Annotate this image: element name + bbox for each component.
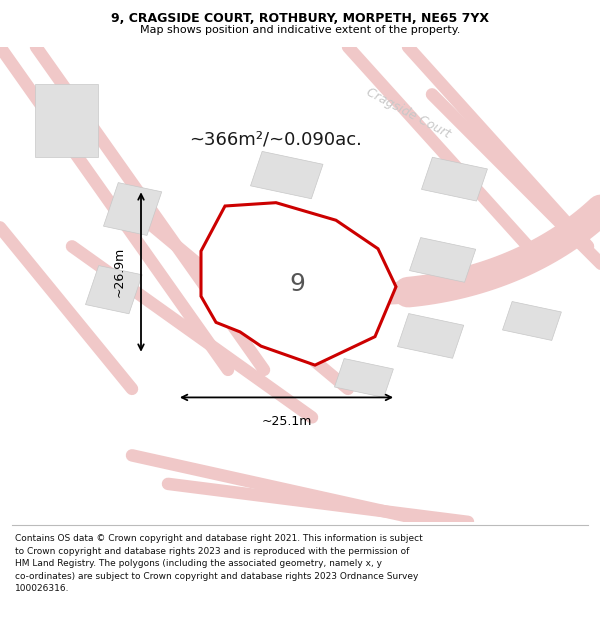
Text: ~26.9m: ~26.9m — [113, 247, 126, 297]
Bar — [503, 301, 562, 341]
Text: Contains OS data © Crown copyright and database right 2021. This information is : Contains OS data © Crown copyright and d… — [15, 534, 423, 593]
Text: Cragside Court: Cragside Court — [364, 86, 452, 141]
Bar — [398, 314, 464, 358]
Text: ~366m²/~0.090ac.: ~366m²/~0.090ac. — [189, 131, 362, 149]
Text: 9, CRAGSIDE COURT, ROTHBURY, MORPETH, NE65 7YX: 9, CRAGSIDE COURT, ROTHBURY, MORPETH, NE… — [111, 12, 489, 25]
Bar — [410, 238, 476, 282]
Polygon shape — [201, 202, 396, 365]
Bar — [35, 84, 97, 158]
Text: ~25.1m: ~25.1m — [262, 416, 311, 429]
Bar — [251, 151, 323, 199]
Bar — [103, 182, 162, 236]
Bar — [421, 158, 487, 201]
Bar — [85, 266, 142, 314]
Text: 9: 9 — [289, 272, 305, 296]
Bar — [335, 359, 394, 398]
Text: Map shows position and indicative extent of the property.: Map shows position and indicative extent… — [140, 25, 460, 35]
